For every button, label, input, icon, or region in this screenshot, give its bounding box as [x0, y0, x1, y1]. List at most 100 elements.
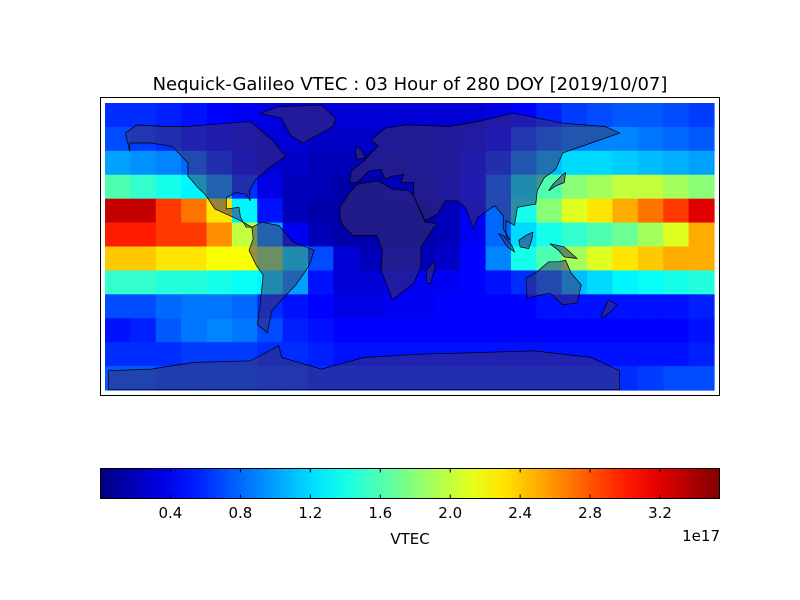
heatmap-cell: [308, 294, 334, 319]
heatmap-cell: [612, 150, 639, 176]
heatmap-cell: [130, 150, 157, 176]
heatmap-cell: [536, 198, 563, 224]
landmass-sumatra: [498, 233, 516, 253]
heatmap-cell: [105, 318, 131, 343]
landmass-north-america: [125, 121, 287, 228]
heatmap-cell: [105, 342, 131, 367]
heatmap-cell: [181, 270, 208, 295]
heatmap-cell: [130, 198, 157, 224]
landmass-south-america: [248, 221, 315, 334]
heatmap-cell: [485, 294, 512, 319]
heatmap-cell: [282, 318, 309, 343]
heatmap-cell: [561, 198, 588, 224]
heatmap-cell: [485, 318, 512, 343]
landmass-madagascar: [426, 261, 436, 284]
heatmap-cell: [434, 294, 461, 319]
heatmap-cell: [663, 342, 690, 367]
heatmap-cell: [105, 270, 131, 295]
colorbar-tick-label: 0.4: [159, 504, 183, 522]
heatmap-cell: [663, 366, 690, 391]
heatmap-cell: [105, 246, 131, 272]
heatmap-cell: [587, 103, 614, 128]
heatmap-cell: [358, 246, 385, 272]
heatmap-cell: [130, 103, 157, 128]
heatmap-cell: [308, 222, 334, 248]
heatmap-cell: [181, 198, 208, 224]
heatmap-cell: [231, 294, 258, 319]
heatmap-cell: [105, 150, 131, 176]
heatmap-cell: [434, 270, 461, 295]
heatmap-cell: [688, 246, 715, 272]
heatmap-cell: [688, 150, 715, 176]
heatmap-cell: [130, 294, 157, 319]
heatmap-cell: [460, 318, 487, 343]
heatmap-cell: [637, 174, 664, 200]
landmass-antarctica: [108, 345, 620, 391]
heatmap-cell: [105, 294, 131, 319]
heatmap-cell: [612, 246, 639, 272]
heatmap-cell: [282, 294, 309, 319]
heatmap-cell: [637, 198, 664, 224]
colorbar-ticks: 0.4 0.8 1.2 1.6 2.0 2.4 2.8 3.2: [159, 468, 672, 522]
colorbar: [100, 468, 720, 499]
heatmap-cell: [409, 318, 436, 343]
colorbar-tick-label: 1.2: [298, 504, 322, 522]
heatmap-cell: [688, 342, 715, 367]
heatmap-cell: [688, 103, 715, 128]
landmass-greenland: [259, 104, 337, 144]
heatmap-cell: [561, 150, 588, 176]
heatmap-cell: [333, 270, 360, 295]
heatmap-cell: [308, 270, 334, 295]
heatmap-cell: [130, 318, 157, 343]
heatmap-cell: [587, 318, 614, 343]
heatmap-cell: [333, 126, 360, 152]
heatmap-cell: [105, 222, 131, 248]
heatmap-cell: [358, 318, 385, 343]
heatmap-cell: [561, 222, 588, 248]
heatmap-cell: [587, 198, 614, 224]
heatmap-cell: [612, 342, 639, 367]
heatmap-cell: [637, 246, 664, 272]
heatmap-cell: [155, 222, 182, 248]
heatmap-cell: [688, 198, 715, 224]
heatmap-cell: [688, 126, 715, 152]
heatmap-cell: [181, 294, 208, 319]
heatmap-cell: [612, 198, 639, 224]
heatmap-cell: [206, 318, 233, 343]
heatmap-cell: [282, 174, 309, 200]
heatmap-cell: [536, 318, 563, 343]
heatmap-cell: [155, 174, 182, 200]
heatmap-cell: [333, 103, 360, 128]
heatmap-cell: [181, 246, 208, 272]
coastlines: [108, 104, 621, 391]
heatmap-cell: [181, 103, 208, 128]
heatmap-cell: [155, 270, 182, 295]
heatmap-cell: [612, 174, 639, 200]
heatmap-cell: [561, 318, 588, 343]
heatmap-cell: [663, 198, 690, 224]
heatmap-cell: [282, 198, 309, 224]
heatmap-cell: [637, 222, 664, 248]
heatmap-cell: [384, 294, 411, 319]
heatmap-cell: [688, 366, 715, 391]
heatmap-cell: [384, 318, 411, 343]
heatmap-cell: [460, 270, 487, 295]
heatmap-cell: [688, 174, 715, 200]
landmass-africa: [339, 180, 438, 301]
heatmap-cell: [257, 174, 284, 200]
heatmap-cell: [688, 222, 715, 248]
heatmap-cell: [612, 270, 639, 295]
heatmap-cell: [637, 366, 664, 391]
heatmap-cell: [485, 246, 512, 272]
heatmap-cell: [155, 246, 182, 272]
heatmap-cell: [663, 222, 690, 248]
heatmap-cell: [206, 294, 233, 319]
heatmap-cell: [637, 150, 664, 176]
heatmap-cell: [155, 198, 182, 224]
heatmap-cell: [434, 246, 461, 272]
heatmap-cell: [663, 294, 690, 319]
heatmap-cell: [460, 294, 487, 319]
heatmap-cell: [637, 318, 664, 343]
colorbar-tick-label: 3.2: [648, 504, 672, 522]
